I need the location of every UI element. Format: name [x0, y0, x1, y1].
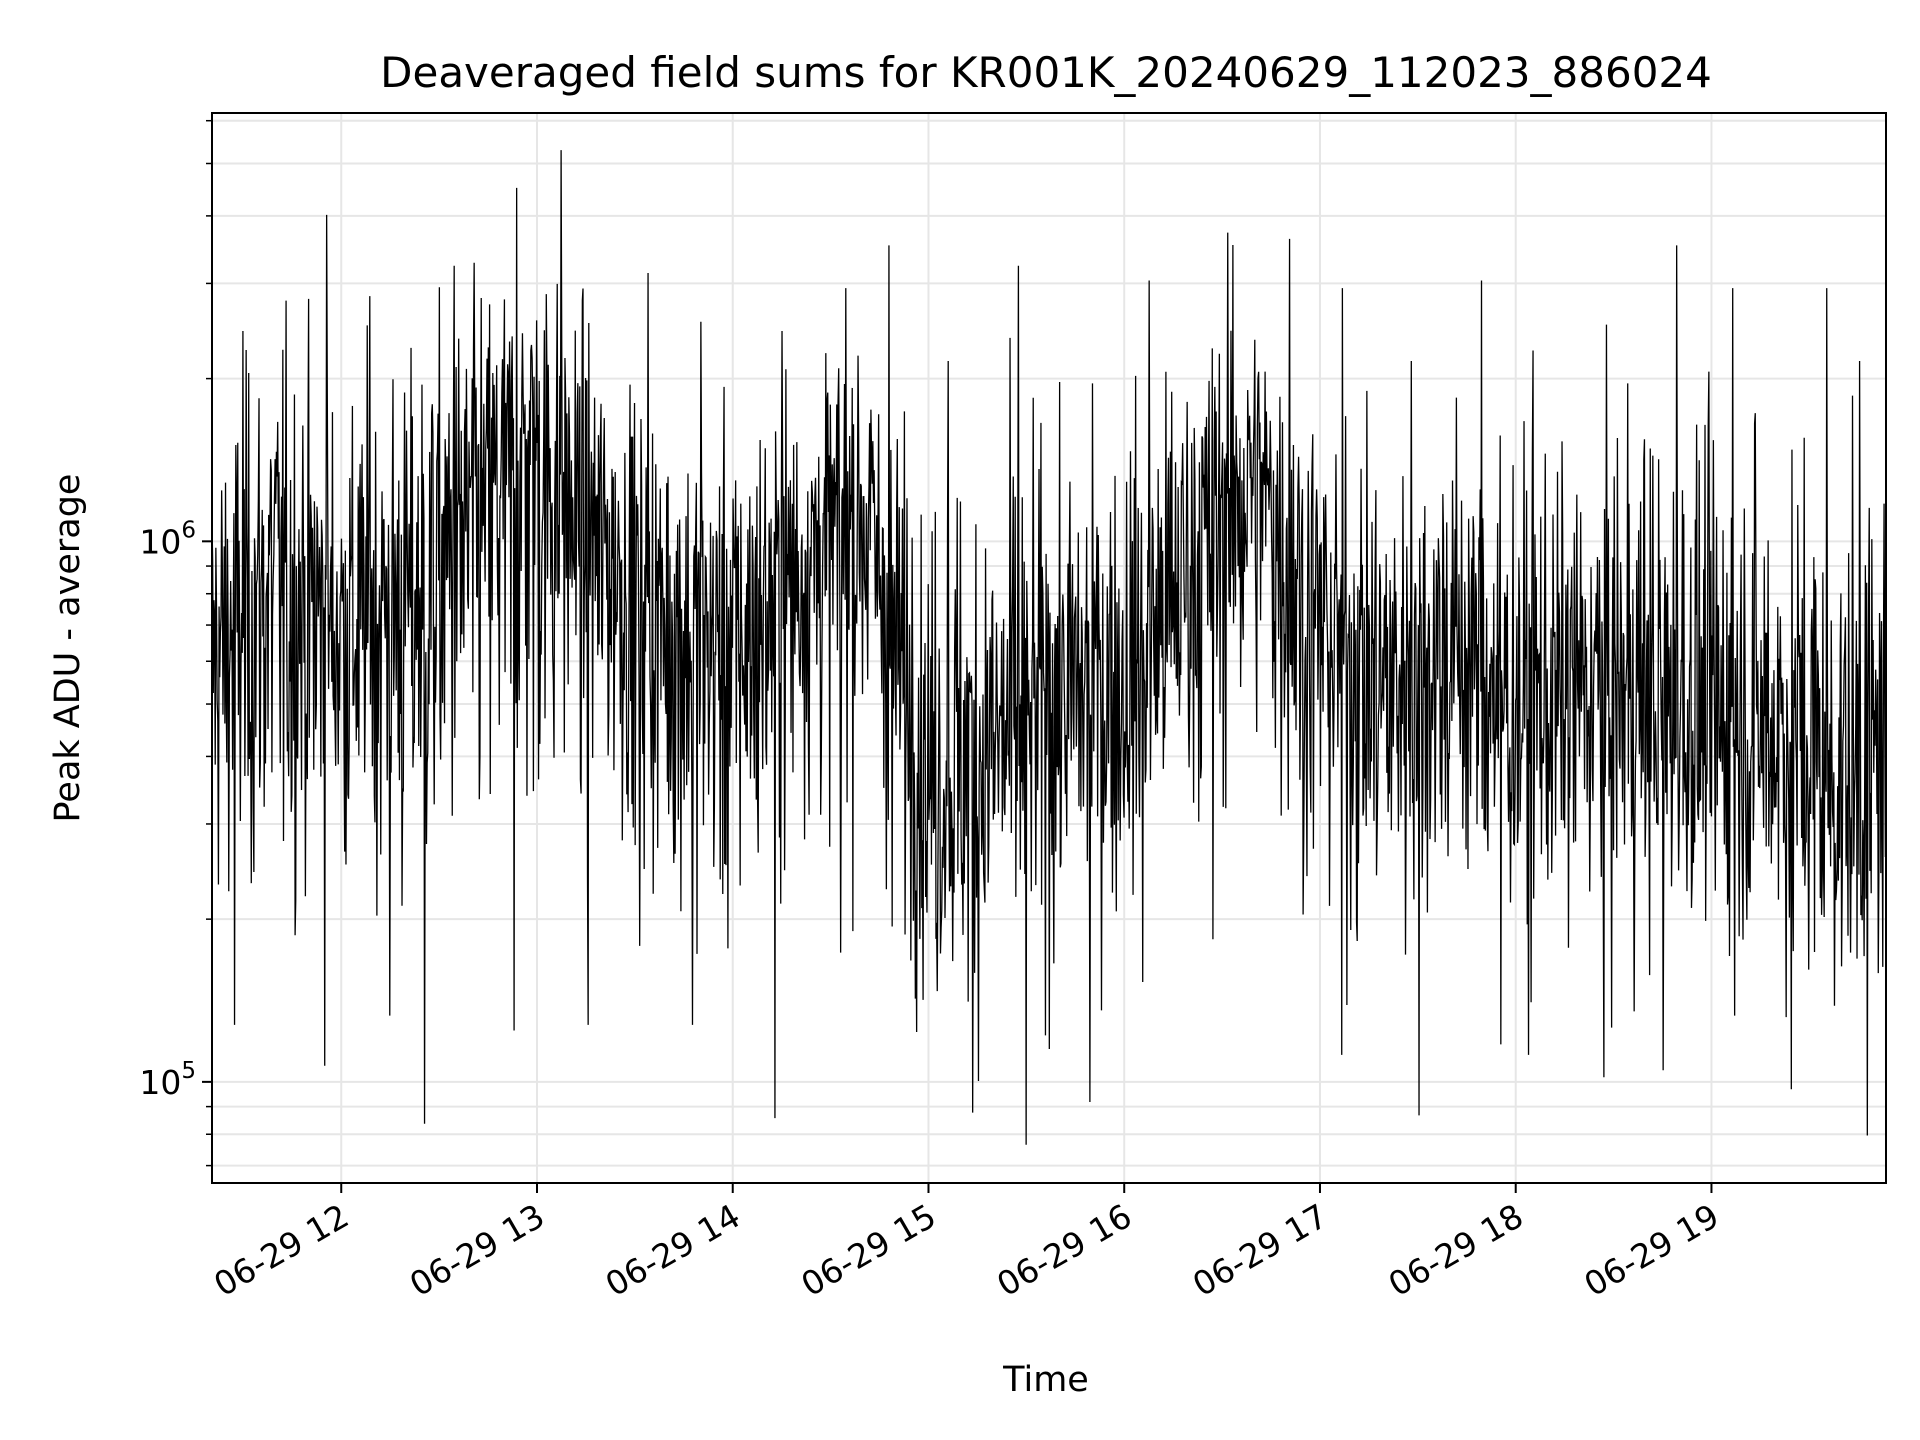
y-axis: 105 106: [139, 119, 212, 1167]
y-tick-label: 105: [139, 1058, 196, 1102]
plot-series: [211, 150, 1887, 1145]
x-axis-label: Time: [1002, 1360, 1089, 1400]
series-line: [211, 150, 1887, 1145]
plot-frame: [211, 112, 1887, 1184]
y-axis-label: Peak ADU - average: [48, 474, 88, 823]
y-tick-label: 106: [139, 517, 196, 561]
chart-title: Deaveraged field sums for KR001K_2024062…: [380, 48, 1712, 97]
